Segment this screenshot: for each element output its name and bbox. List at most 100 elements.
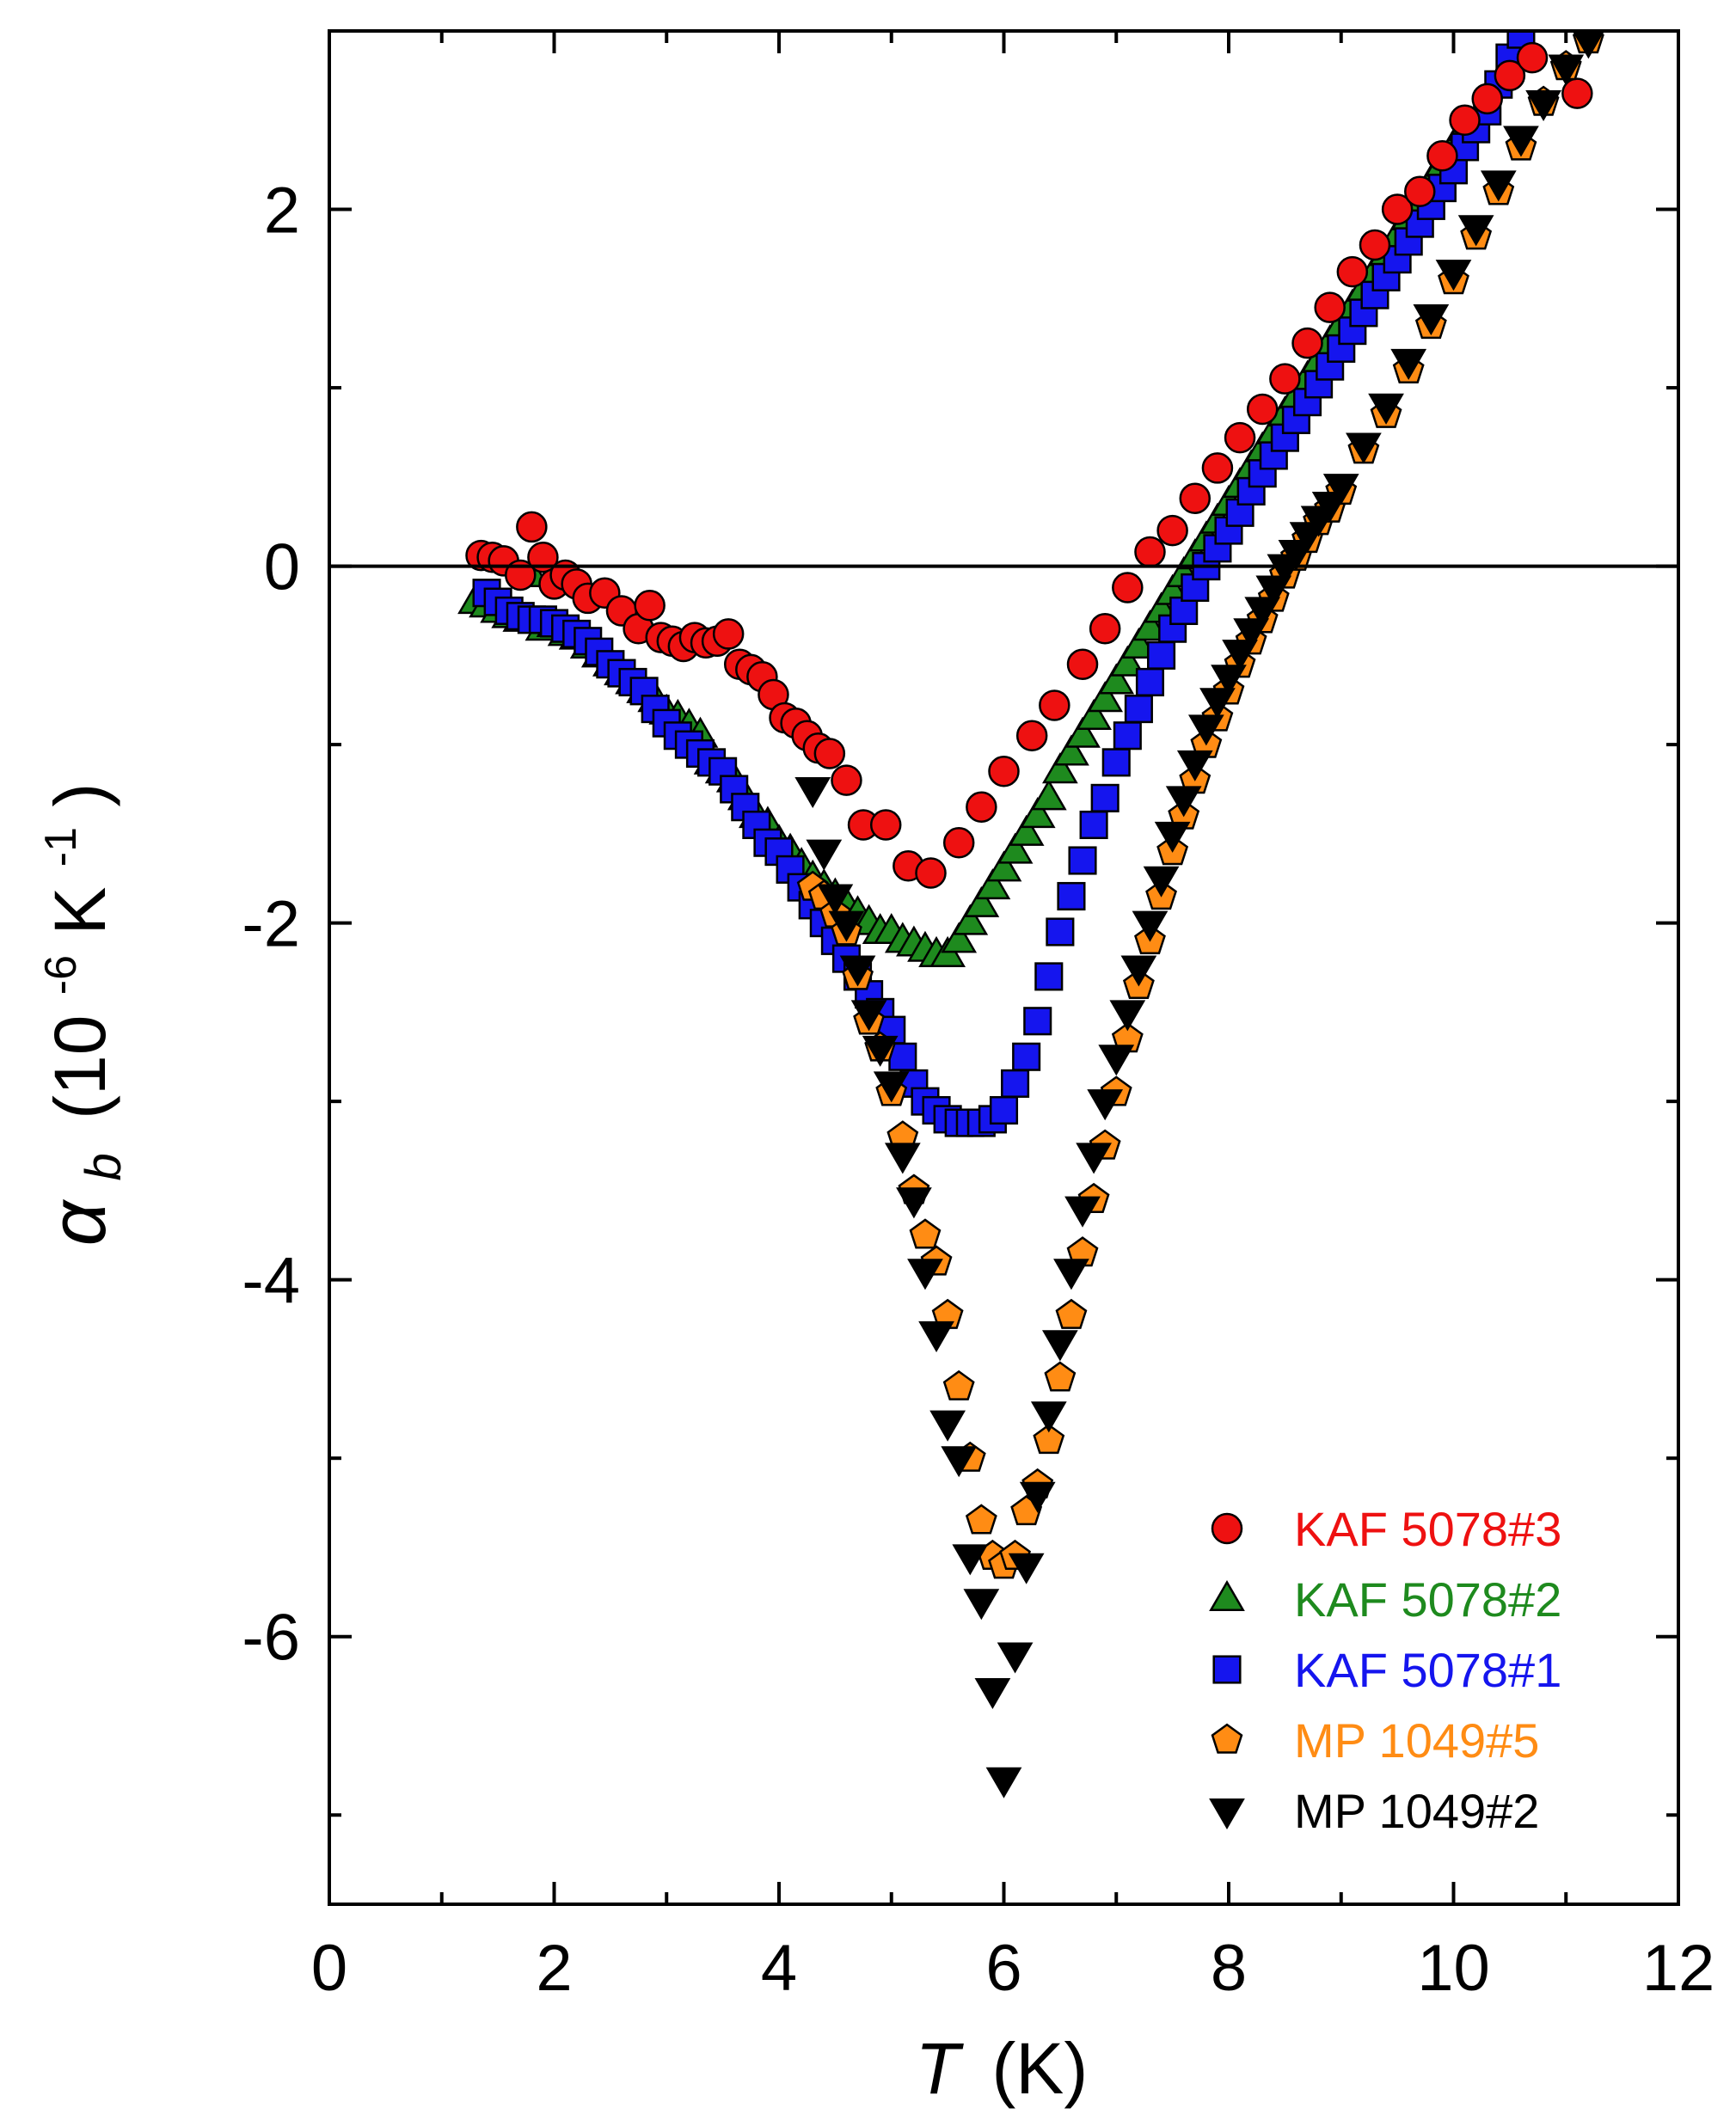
- data-point: [1165, 786, 1202, 818]
- data-point: [1413, 304, 1450, 336]
- legend-marker: [1211, 1723, 1243, 1754]
- y-axis-subscript: b: [76, 1153, 132, 1180]
- data-point: [1134, 536, 1166, 568]
- data-point: [997, 832, 1034, 864]
- data-point: [1154, 821, 1191, 853]
- data-point: [794, 776, 831, 809]
- data-point: [516, 511, 548, 543]
- data-point: [1525, 90, 1561, 122]
- data-point: [1023, 1007, 1052, 1036]
- data-point: [1066, 648, 1099, 680]
- data-point: [952, 904, 989, 935]
- data-point: [1064, 1196, 1101, 1228]
- data-point: [1516, 41, 1549, 74]
- data-point: [1390, 348, 1427, 380]
- data-point: [1233, 618, 1270, 650]
- x-tick-label: 6: [985, 1932, 1021, 2005]
- data-point: [1019, 1481, 1056, 1513]
- data-point: [963, 885, 1000, 917]
- data-point: [1039, 689, 1070, 721]
- x-tick-label: 8: [1211, 1932, 1247, 2005]
- data-point: [907, 1259, 943, 1290]
- data-point: [1019, 797, 1056, 829]
- data-point: [1169, 596, 1199, 626]
- series-mp-1049-5: [796, 31, 1604, 1579]
- data-point: [1046, 917, 1075, 947]
- legend-label: MP 1049#5: [1294, 1713, 1539, 1768]
- data-point: [1001, 1069, 1030, 1098]
- data-point: [1368, 393, 1404, 425]
- data-point: [1291, 327, 1323, 359]
- data-point: [1222, 640, 1258, 671]
- axis-tick-labels: 0 2 4 6 8 10 12 -6 -4 -2 0 2: [242, 175, 1715, 2005]
- data-point: [873, 1071, 910, 1103]
- data-point: [1548, 54, 1585, 86]
- data-point: [1044, 1361, 1077, 1392]
- data-point: [1015, 720, 1048, 751]
- data-point: [1255, 575, 1292, 607]
- legend-marker: [1209, 1798, 1245, 1830]
- legend-item: KAF 5078#3: [1211, 1502, 1561, 1556]
- data-point: [1012, 1042, 1041, 1071]
- data-point: [974, 868, 1011, 900]
- data-point: [1269, 363, 1301, 395]
- data-point: [1187, 714, 1224, 746]
- data-point: [1346, 432, 1382, 464]
- data-point: [1076, 698, 1112, 730]
- data-point: [1494, 59, 1526, 92]
- y-tick-label: 0: [264, 531, 300, 604]
- data-point: [1033, 1424, 1065, 1455]
- data-point: [1109, 1000, 1146, 1032]
- legend: KAF 5078#3 KAF 5078#2 KAF 5078#1 MP 1049#5 M…: [1209, 1502, 1561, 1838]
- data-point: [918, 1320, 954, 1352]
- data-point: [1120, 627, 1157, 659]
- data-point: [1113, 721, 1142, 751]
- data-point: [915, 857, 947, 889]
- legend-marker: [1211, 1512, 1243, 1545]
- data-point: [952, 1544, 989, 1576]
- data-point: [1030, 1401, 1067, 1433]
- data-point: [1090, 783, 1120, 812]
- data-point: [1278, 539, 1315, 572]
- y-axis-unit-mid: K: [40, 887, 120, 935]
- data-point: [634, 589, 666, 622]
- data-point: [909, 1218, 942, 1249]
- x-tick-label: 10: [1417, 1932, 1490, 2005]
- data-point: [1079, 810, 1108, 840]
- y-axis-unit-open: (10: [40, 1015, 120, 1119]
- data-point: [1055, 1298, 1088, 1329]
- data-point: [1042, 752, 1078, 784]
- data-point: [896, 1187, 932, 1219]
- data-point: [1068, 846, 1097, 875]
- y-axis-title: α b (10 -6 K -1 ): [10, 783, 136, 1247]
- data-point: [1057, 881, 1086, 911]
- data-point: [1135, 667, 1165, 697]
- legend-item: MP 1049#2: [1209, 1784, 1539, 1838]
- data-point: [1179, 482, 1212, 514]
- data-point: [1156, 514, 1188, 547]
- x-axis-title: T (K): [916, 2028, 1089, 2109]
- y-axis-unit-close: ): [40, 783, 120, 807]
- data-point: [862, 1035, 899, 1067]
- data-point: [1244, 597, 1281, 628]
- data-point: [929, 1410, 966, 1442]
- data-point: [869, 809, 902, 841]
- data-point: [1087, 1089, 1124, 1121]
- data-point: [1211, 665, 1247, 696]
- data-point: [988, 755, 1020, 787]
- y-axis-symbol: α: [34, 1198, 122, 1246]
- data-point: [1030, 779, 1067, 811]
- y-tick-label: -4: [242, 1245, 300, 1318]
- data-point: [966, 791, 997, 823]
- data-point: [1176, 750, 1213, 781]
- legend-item: KAF 5078#1: [1212, 1643, 1561, 1697]
- data-point: [1224, 421, 1256, 454]
- legend-item: MP 1049#5: [1211, 1713, 1539, 1768]
- data-point: [1124, 695, 1153, 724]
- data-point: [1053, 734, 1089, 766]
- data-point: [1147, 640, 1176, 670]
- data-point: [1314, 291, 1346, 323]
- data-point: [1087, 681, 1124, 713]
- data-point: [1120, 955, 1157, 987]
- data-point: [941, 922, 978, 953]
